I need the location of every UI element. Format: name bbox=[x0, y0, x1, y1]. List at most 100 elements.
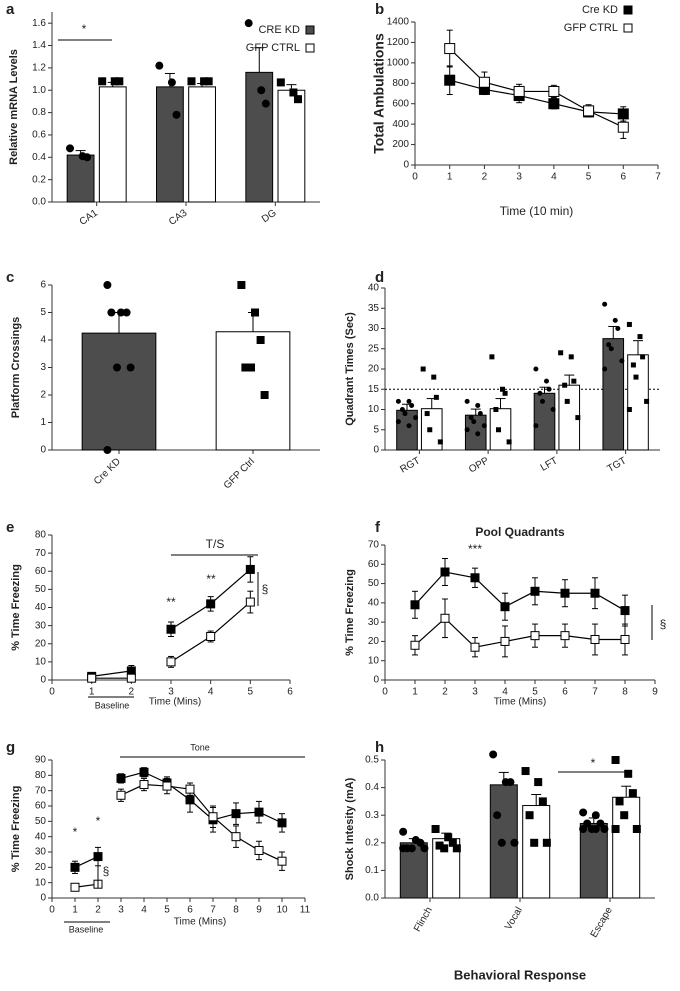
data-point bbox=[395, 419, 401, 425]
data-point bbox=[481, 423, 487, 429]
y-tick-label: 0.8 bbox=[32, 107, 46, 118]
data-point bbox=[548, 98, 560, 110]
x-tick-label: 7 bbox=[210, 905, 216, 916]
bar bbox=[522, 805, 551, 899]
data-point bbox=[506, 778, 515, 787]
data-point bbox=[187, 77, 196, 86]
data-point bbox=[440, 613, 450, 623]
y-tick-label: 20 bbox=[368, 636, 380, 647]
data-point bbox=[261, 99, 270, 108]
y-tick-label: 2 bbox=[40, 390, 46, 401]
data-point bbox=[424, 411, 430, 417]
y-tick-label: 10 bbox=[35, 657, 47, 668]
y-tick-label: 600 bbox=[392, 98, 409, 109]
data-point bbox=[544, 378, 549, 384]
data-point bbox=[533, 366, 539, 372]
bar bbox=[66, 154, 95, 203]
y-tick-label: 0.4 bbox=[365, 782, 379, 793]
y-tick-label: 40 bbox=[368, 597, 380, 608]
x-tick-label: 8 bbox=[622, 687, 628, 698]
data-point bbox=[208, 812, 218, 822]
x-tick-label: 6 bbox=[287, 687, 293, 698]
data-point bbox=[475, 402, 481, 408]
data-point bbox=[502, 390, 508, 396]
x-tick-label: 9 bbox=[256, 905, 262, 916]
panel-letter: d bbox=[375, 269, 384, 286]
y-tick-label: 0.1 bbox=[365, 865, 379, 876]
data-point bbox=[470, 642, 480, 652]
data-point bbox=[452, 844, 461, 853]
data-point bbox=[98, 77, 107, 86]
y-tick-label: 20 bbox=[35, 862, 47, 873]
x-tick-label: 9 bbox=[652, 687, 658, 698]
y-tick-label: 1400 bbox=[387, 17, 410, 28]
x-tick-label: Vocal bbox=[503, 905, 525, 932]
y-tick-label: 30 bbox=[368, 323, 380, 334]
y-tick-label: 0 bbox=[373, 675, 379, 686]
data-point bbox=[256, 336, 265, 344]
data-point bbox=[617, 121, 629, 133]
data-point bbox=[70, 882, 80, 892]
annotation: * bbox=[96, 814, 101, 828]
annotation: * bbox=[591, 756, 596, 770]
x-tick-label: 6 bbox=[562, 687, 568, 698]
y-tick-label: 10 bbox=[35, 877, 47, 888]
data-point bbox=[506, 439, 512, 445]
data-point bbox=[103, 281, 112, 289]
data-point bbox=[251, 308, 259, 317]
data-point bbox=[83, 153, 92, 162]
y-tick-label: 10 bbox=[368, 404, 380, 415]
data-point bbox=[626, 407, 632, 412]
data-point bbox=[568, 354, 574, 360]
data-point bbox=[611, 756, 620, 764]
y-axis-label: Shock Intesity (mA) bbox=[344, 777, 356, 880]
chart-title: Pool Quadrants bbox=[475, 525, 565, 539]
data-point bbox=[564, 398, 570, 404]
data-point bbox=[620, 811, 629, 820]
data-point bbox=[500, 602, 510, 612]
x-tick-label: RGT bbox=[398, 455, 422, 475]
data-point bbox=[409, 402, 415, 408]
y-axis-label: % Time Freezing bbox=[10, 564, 22, 651]
data-point bbox=[406, 423, 412, 429]
data-point bbox=[167, 78, 176, 87]
legend-swatch bbox=[623, 23, 633, 33]
annotation: Tone bbox=[190, 742, 210, 752]
data-point bbox=[433, 394, 439, 400]
data-point bbox=[139, 780, 149, 790]
data-point bbox=[513, 85, 525, 97]
y-axis-label: % Time Freezing bbox=[10, 786, 22, 873]
panel-letter: h bbox=[375, 739, 384, 756]
data-point bbox=[546, 386, 552, 392]
panel-letter: g bbox=[6, 739, 15, 756]
x-tick-label: 2 bbox=[482, 172, 488, 183]
data-point bbox=[562, 382, 568, 388]
data-point bbox=[464, 427, 470, 433]
data-point bbox=[534, 778, 543, 787]
x-tick-label: 7 bbox=[592, 687, 598, 698]
legend-label: GFP CTRL bbox=[564, 22, 618, 34]
y-tick-label: 400 bbox=[392, 119, 409, 130]
data-point bbox=[444, 833, 453, 842]
y-axis-label: Quadrant Times (Sec) bbox=[344, 312, 356, 426]
data-point bbox=[550, 407, 556, 412]
panel-letter: e bbox=[6, 519, 14, 536]
data-point bbox=[542, 838, 551, 847]
data-point bbox=[427, 427, 433, 433]
data-point bbox=[496, 427, 501, 433]
data-point bbox=[172, 110, 181, 119]
data-point bbox=[626, 321, 632, 327]
y-tick-label: 0.5 bbox=[365, 755, 379, 766]
line bbox=[449, 79, 624, 115]
data-point bbox=[410, 600, 420, 610]
data-point bbox=[583, 819, 592, 828]
legend-label: GFP CTRL bbox=[246, 42, 300, 54]
data-point bbox=[600, 825, 609, 833]
y-tick-label: 80 bbox=[35, 770, 47, 781]
data-point bbox=[245, 597, 255, 607]
data-point bbox=[637, 334, 643, 340]
annotation: * bbox=[82, 22, 87, 36]
x-tick-label: 3 bbox=[472, 687, 478, 698]
y-axis-label: Relative mRNA Levels bbox=[8, 49, 20, 165]
x-tick-label: CA1 bbox=[78, 207, 101, 227]
